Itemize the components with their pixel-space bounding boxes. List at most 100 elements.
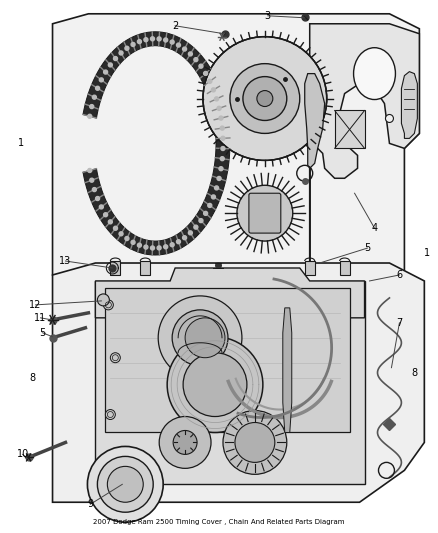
Circle shape — [208, 204, 212, 207]
Circle shape — [119, 232, 123, 236]
Circle shape — [243, 77, 287, 120]
Circle shape — [88, 114, 92, 118]
Polygon shape — [283, 308, 292, 432]
Circle shape — [131, 240, 135, 244]
Circle shape — [106, 409, 115, 419]
Circle shape — [104, 213, 108, 217]
Text: 10: 10 — [17, 449, 29, 459]
Circle shape — [110, 353, 120, 362]
Bar — [140, 261, 150, 275]
Circle shape — [157, 37, 161, 41]
Circle shape — [217, 176, 221, 181]
Circle shape — [237, 185, 293, 241]
Circle shape — [208, 79, 212, 83]
Text: 5: 5 — [364, 243, 371, 253]
Circle shape — [221, 136, 225, 140]
Circle shape — [167, 337, 263, 432]
Polygon shape — [83, 32, 230, 255]
Polygon shape — [305, 74, 325, 168]
Circle shape — [99, 78, 103, 82]
Circle shape — [92, 188, 96, 191]
Circle shape — [215, 97, 219, 101]
Text: 5: 5 — [39, 328, 46, 338]
Text: 3: 3 — [265, 11, 271, 21]
Circle shape — [183, 353, 247, 416]
Text: 9: 9 — [87, 499, 93, 509]
Bar — [305, 261, 314, 275]
Circle shape — [257, 91, 273, 107]
Polygon shape — [95, 268, 364, 318]
Circle shape — [92, 95, 96, 99]
Circle shape — [199, 219, 203, 223]
Circle shape — [203, 37, 327, 160]
Text: 1: 1 — [18, 139, 24, 148]
Circle shape — [97, 294, 110, 306]
Circle shape — [95, 86, 99, 90]
Circle shape — [194, 225, 198, 229]
Circle shape — [138, 243, 141, 247]
Circle shape — [88, 447, 163, 522]
Circle shape — [170, 243, 174, 247]
Circle shape — [230, 63, 300, 133]
Bar — [335, 110, 364, 148]
Polygon shape — [401, 71, 417, 139]
Circle shape — [164, 245, 168, 249]
Circle shape — [204, 212, 208, 215]
Circle shape — [151, 246, 155, 250]
Circle shape — [144, 38, 148, 42]
Bar — [110, 261, 120, 275]
Text: 8: 8 — [29, 373, 35, 383]
Circle shape — [188, 52, 192, 56]
Polygon shape — [310, 24, 419, 265]
Bar — [339, 261, 350, 275]
Circle shape — [113, 56, 117, 61]
Circle shape — [219, 116, 223, 120]
Text: 7: 7 — [396, 318, 403, 328]
Circle shape — [125, 46, 129, 50]
Circle shape — [220, 126, 224, 130]
Text: 6: 6 — [396, 270, 403, 280]
Circle shape — [177, 240, 180, 244]
Circle shape — [90, 104, 94, 109]
Circle shape — [199, 64, 203, 68]
Text: 2007 Dodge Ram 2500 Timing Cover , Chain And Related Parts Diagram: 2007 Dodge Ram 2500 Timing Cover , Chain… — [93, 519, 345, 525]
Circle shape — [164, 38, 168, 42]
Circle shape — [144, 245, 148, 249]
FancyBboxPatch shape — [249, 193, 281, 233]
Text: 2: 2 — [172, 21, 178, 31]
Circle shape — [188, 231, 192, 235]
Text: 13: 13 — [60, 256, 72, 266]
Polygon shape — [53, 14, 419, 275]
Circle shape — [158, 296, 242, 379]
Circle shape — [203, 37, 327, 160]
Circle shape — [119, 51, 123, 55]
Text: 11: 11 — [35, 313, 47, 323]
Circle shape — [107, 466, 143, 502]
Circle shape — [157, 246, 161, 250]
Circle shape — [172, 310, 228, 366]
Circle shape — [212, 195, 215, 199]
Circle shape — [177, 43, 180, 47]
Circle shape — [104, 70, 108, 74]
Circle shape — [194, 58, 198, 62]
Circle shape — [223, 410, 287, 474]
Circle shape — [108, 63, 112, 67]
Circle shape — [173, 431, 197, 455]
Bar — [106, 288, 350, 432]
Polygon shape — [95, 281, 364, 484]
Circle shape — [99, 205, 103, 209]
Text: 8: 8 — [411, 368, 417, 378]
Circle shape — [220, 157, 224, 160]
Circle shape — [217, 106, 221, 110]
Circle shape — [138, 39, 141, 44]
Circle shape — [151, 37, 155, 41]
Ellipse shape — [353, 47, 396, 100]
Circle shape — [185, 318, 225, 358]
Circle shape — [113, 226, 117, 230]
Circle shape — [170, 40, 174, 44]
Circle shape — [235, 423, 275, 462]
Circle shape — [204, 71, 208, 75]
Circle shape — [95, 197, 99, 200]
Circle shape — [159, 416, 211, 469]
Circle shape — [131, 43, 135, 46]
